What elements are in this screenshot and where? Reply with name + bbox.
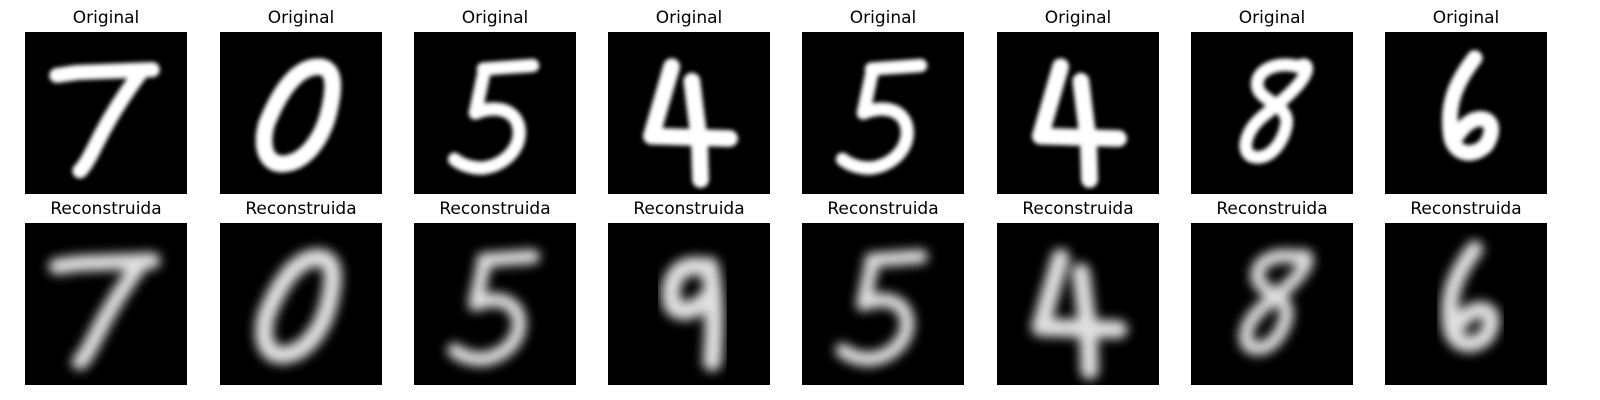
original-1-title: Original (72, 8, 140, 28)
original-3-title: Original (461, 8, 529, 28)
reconstructed-3-digit-stroke-0 (447, 249, 540, 367)
original-6-digit-image (997, 32, 1159, 194)
original-7-title: Original (1238, 8, 1306, 28)
reconstructed-2-digit-image (220, 223, 382, 385)
original-2-digit-background (220, 32, 382, 194)
original-4-title: Original (655, 8, 723, 28)
original-5-title: Original (849, 8, 917, 28)
original-1-digit-image (25, 32, 187, 194)
original-3-digit-image (414, 32, 576, 194)
original-7-digit-image (1191, 32, 1353, 194)
reconstructed-1-title: Reconstruida (50, 199, 162, 219)
original-8-digit-background (1385, 32, 1547, 194)
reconstructed-5-title: Reconstruida (827, 199, 939, 219)
reconstructed-4-digit-svg (608, 223, 770, 385)
original-8-digit-image (1385, 32, 1547, 194)
original-6-title: Original (1044, 8, 1112, 28)
original-8-title: Original (1432, 8, 1500, 28)
original-2-title: Original (267, 8, 335, 28)
original-2-digit-image (220, 32, 382, 194)
original-6-digit-stroke-0 (1032, 58, 1127, 188)
reconstructed-6-digit-image (997, 223, 1159, 385)
original-5-digit-svg (802, 32, 964, 194)
reconstructed-2-digit-svg (220, 223, 382, 385)
reconstructed-2-digit-stroke-0 (255, 248, 342, 364)
reconstructed-8-digit-image (1385, 223, 1547, 385)
reconstructed-3-digit-image (414, 223, 576, 385)
reconstructed-1-digit-stroke-0 (48, 252, 161, 370)
reconstructed-3-digit-svg (414, 223, 576, 385)
reconstructed-4-digit-image (608, 223, 770, 385)
original-4-digit-svg (608, 32, 770, 194)
original-3-digit-stroke-0 (447, 58, 540, 175)
reconstructed-1-digit-image (25, 223, 187, 385)
reconstructed-2-title: Reconstruida (245, 199, 357, 219)
original-7-digit-svg (1191, 32, 1353, 194)
reconstructed-5-digit-stroke-0 (835, 249, 928, 367)
original-8-digit-svg (1385, 32, 1547, 194)
reconstructed-7-digit-image (1191, 223, 1353, 385)
reconstructed-5-digit-image (802, 223, 964, 385)
reconstructed-3-title: Reconstruida (439, 199, 551, 219)
original-6-digit-svg (997, 32, 1159, 194)
original-3-digit-svg (414, 32, 576, 194)
original-4-digit-stroke-0 (643, 58, 738, 188)
original-1-digit-svg (25, 32, 187, 194)
reconstructed-8-digit-stroke-0 (1441, 240, 1500, 353)
original-1-digit-stroke-0 (49, 62, 160, 179)
reconstructed-6-digit-stroke-0 (1031, 248, 1128, 380)
original-5-digit-image (802, 32, 964, 194)
reconstructed-7-title: Reconstruida (1216, 199, 1328, 219)
original-2-digit-svg (220, 32, 382, 194)
reconstructed-5-digit-svg (802, 223, 964, 385)
reconstructed-8-digit-svg (1385, 223, 1547, 385)
reconstructed-8-title: Reconstruida (1410, 199, 1522, 219)
reconstructed-1-digit-svg (25, 223, 187, 385)
reconstructed-4-title: Reconstruida (633, 199, 745, 219)
reconstructed-4-digit-stroke-0 (661, 256, 724, 372)
reconstructed-7-digit-svg (1191, 223, 1353, 385)
reconstructed-2-digit-background (220, 223, 382, 385)
original-5-digit-stroke-0 (835, 58, 928, 175)
reconstructed-6-digit-svg (997, 223, 1159, 385)
reconstructed-6-title: Reconstruida (1022, 199, 1134, 219)
original-4-digit-image (608, 32, 770, 194)
original-2-digit-stroke-0 (255, 58, 342, 173)
reconstructed-7-digit-stroke-0 (1238, 248, 1314, 356)
original-8-digit-stroke-0 (1441, 50, 1500, 161)
original-7-digit-stroke-0 (1239, 58, 1314, 164)
